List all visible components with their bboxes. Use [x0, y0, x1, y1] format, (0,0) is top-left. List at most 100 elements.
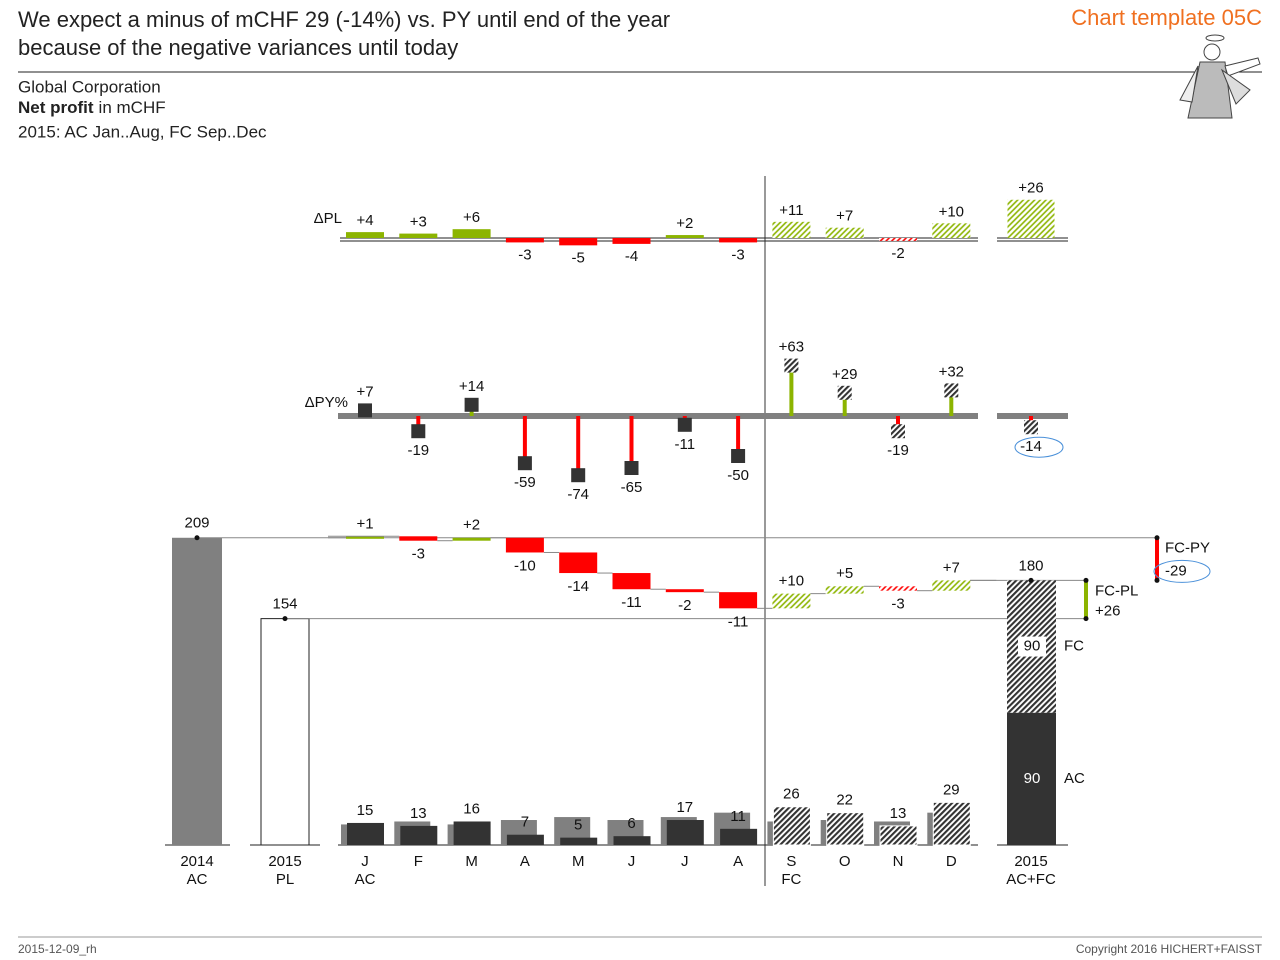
stack-label: 90 — [1024, 638, 1041, 655]
variance-bar — [346, 232, 384, 238]
fc-pl-value: +26 — [1095, 603, 1120, 620]
pin-head — [464, 397, 479, 412]
pin-head — [571, 468, 586, 483]
value-label: -10 — [514, 557, 536, 574]
value-label: -14 — [1020, 438, 1042, 455]
variance-bar — [452, 229, 491, 238]
variance-bar — [399, 233, 438, 238]
value-label: +11 — [779, 202, 803, 219]
value-label: -11 — [728, 613, 749, 630]
value-label: -59 — [514, 474, 536, 491]
value-label: -11 — [675, 436, 696, 453]
category-label: 2014 — [180, 853, 213, 870]
value-label: +2 — [463, 517, 480, 534]
label-bg — [1018, 636, 1046, 657]
value-label: -19 — [887, 442, 909, 459]
column — [172, 537, 222, 845]
column — [400, 825, 438, 845]
column — [506, 834, 544, 845]
variance-bar — [879, 238, 917, 241]
pin-head — [837, 385, 852, 400]
variance-bar — [1007, 199, 1055, 238]
value-label: +5 — [836, 565, 853, 582]
value-label: -19 — [407, 442, 429, 459]
company: Global Corporation — [18, 77, 161, 96]
pin-head — [517, 456, 532, 471]
value-label: 154 — [272, 596, 297, 613]
value-label: 6 — [627, 815, 635, 832]
category-label: AC — [187, 871, 208, 888]
value-label: -2 — [891, 245, 904, 262]
highlight — [1014, 436, 1064, 458]
value-label: -2 — [678, 597, 691, 614]
dot — [1083, 616, 1089, 622]
dot — [1083, 577, 1089, 583]
variance-bar — [719, 238, 758, 243]
variance-bar — [825, 227, 864, 238]
period: 2015: AC Jan..Aug, FC Sep..Dec — [18, 122, 267, 141]
value-label: -3 — [731, 246, 744, 263]
value-label: 17 — [676, 799, 693, 816]
value-label: 11 — [730, 808, 746, 825]
value-label: -50 — [727, 467, 749, 484]
scenario-label: AC — [355, 871, 376, 888]
column — [560, 837, 598, 845]
dot — [1154, 535, 1160, 541]
waterfall-bar — [879, 586, 917, 591]
value-label: 16 — [463, 800, 480, 817]
pin-head — [891, 424, 905, 439]
waterfall-bar — [505, 537, 544, 553]
column — [772, 806, 811, 846]
waterfall-bar — [399, 536, 438, 541]
waterfall-bar — [346, 536, 384, 539]
category-label: 2015 — [268, 853, 301, 870]
value-label: 22 — [836, 792, 853, 809]
category-label: A — [520, 853, 530, 870]
pin-head — [358, 403, 372, 418]
value-label: +7 — [836, 208, 853, 225]
title-line: We expect a minus of mCHF 29 (-14%) vs. … — [18, 7, 670, 32]
dot — [1028, 577, 1034, 583]
template-label: Chart template 05C — [1071, 5, 1262, 30]
chart-label: ΔPL — [314, 210, 342, 227]
pin-head — [624, 461, 639, 475]
variance-bar — [665, 235, 704, 238]
pin-head — [677, 417, 692, 432]
category-label: F — [414, 853, 423, 870]
category-label: J — [681, 853, 689, 870]
stack-part — [1007, 712, 1056, 845]
column — [932, 801, 971, 846]
axis — [338, 413, 978, 419]
value-label: +7 — [356, 383, 373, 400]
category-label: D — [946, 853, 957, 870]
value-label: 7 — [521, 814, 529, 831]
category-label: 2015 — [1014, 853, 1047, 870]
category-label: AC+FC — [1006, 871, 1056, 888]
value-label: -65 — [621, 479, 643, 496]
variance-bar — [559, 238, 598, 246]
waterfall-bar — [452, 537, 491, 541]
dot — [282, 616, 288, 622]
value-label: -4 — [625, 248, 638, 265]
value-label: 180 — [1018, 557, 1043, 574]
category-label: S — [786, 853, 796, 870]
category-label: A — [733, 853, 743, 870]
waterfall-bar — [719, 592, 758, 609]
title-line: because of the negative variances until … — [18, 35, 458, 60]
value-label: +63 — [779, 339, 804, 356]
waterfall-bar — [665, 589, 704, 593]
value-label: 13 — [410, 805, 427, 822]
stack-label: 90 — [1024, 770, 1041, 787]
category-label: PL — [276, 871, 294, 888]
value-label: +14 — [459, 378, 484, 395]
pin-head — [1024, 420, 1038, 435]
column — [879, 825, 918, 846]
value-label: +10 — [779, 573, 804, 590]
waterfall-bar — [612, 573, 651, 590]
pin-head — [411, 424, 426, 439]
scenario-label: FC — [781, 871, 801, 888]
waterfall-bar — [825, 586, 864, 594]
value-label: 15 — [357, 802, 374, 819]
unit: in mCHF — [99, 98, 166, 117]
